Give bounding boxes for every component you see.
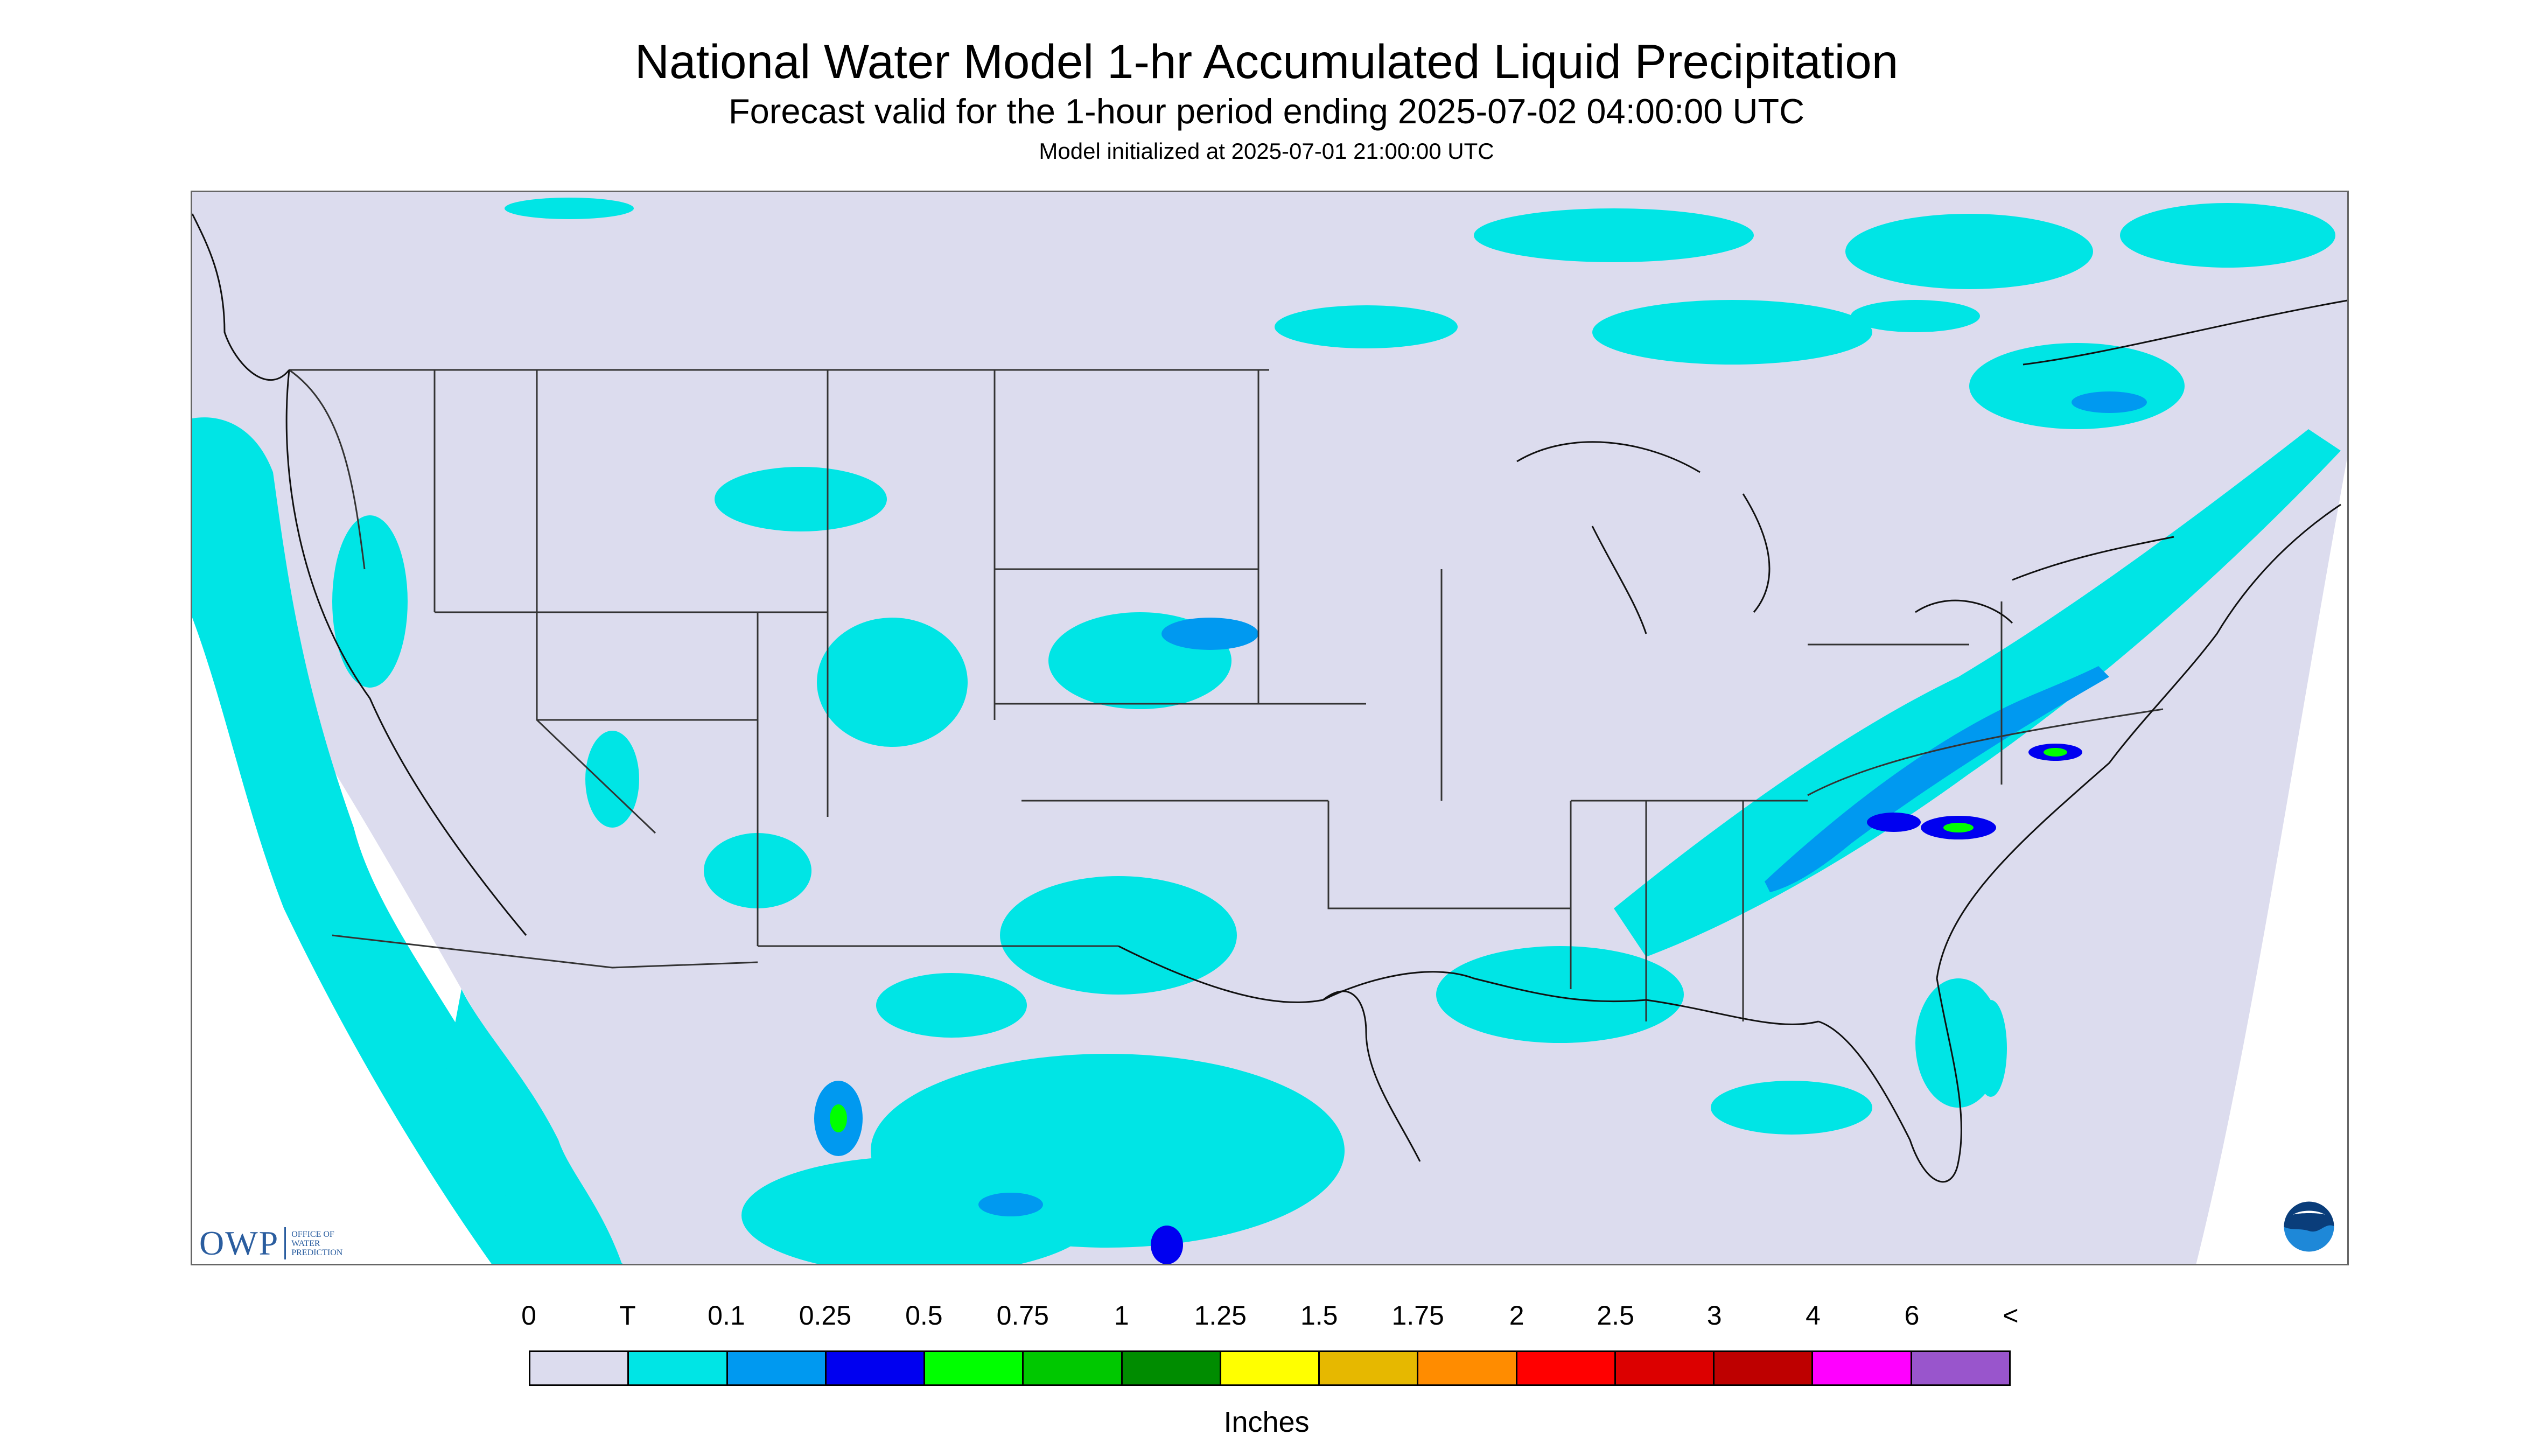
precipitation-legend-bar [529,1350,2011,1386]
mexico-heavy-cell [978,1193,1043,1216]
owp-separator [284,1227,286,1259]
gulf-precip-area [1711,1081,1872,1135]
legend-tick-label: 2 [1509,1300,1524,1331]
precipitation-map-canvas [192,192,2347,1264]
legend-tick-label: 0.1 [708,1300,745,1331]
legend-swatch [1517,1352,1616,1384]
legend-tick-label: 1.25 [1194,1300,1247,1331]
precip-cell [1000,876,1237,995]
pacific-precip-area [192,417,623,1264]
noaa-logo [2282,1200,2336,1256]
canada-precip-cell [2120,203,2335,268]
legend-tick-label: 0 [521,1300,536,1331]
state-borders [289,369,2164,1021]
legend-tick-label: 0.25 [799,1300,852,1331]
frontal-heavy-cell [1867,813,1921,832]
legend-tick-label: 4 [1806,1300,1821,1331]
legend-swatch [1418,1352,1517,1384]
precip-cell [817,618,968,747]
canada-precip-cell [2072,391,2147,413]
model-domain [192,192,2347,1264]
baja-precip-area [445,989,622,1264]
legend-swatch [1320,1352,1419,1384]
frontal-heavy-cell [2044,748,2067,757]
gulf-precip-area [1436,946,1684,1043]
precip-cell [332,515,408,688]
frontal-precip-band [1614,429,2341,957]
precip-cell [1161,618,1258,650]
legend-swatch [1912,1352,2009,1384]
legend-swatch [925,1352,1024,1384]
legend-swatch [1715,1352,1814,1384]
legend-tick-label: < [2003,1300,2019,1331]
precipitation-map [191,191,2349,1265]
legend-tick-label: 0.75 [996,1300,1049,1331]
legend-tick-label: 2.5 [1597,1300,1634,1331]
owp-text-line: Water [291,1238,320,1248]
legend-swatch [629,1352,728,1384]
mexico-heavy-cell [1151,1226,1183,1264]
owp-text: Office of Water Prediction [291,1230,342,1257]
canada-precip-cell [1592,300,1872,365]
legend-tick-label: 6 [1904,1300,1920,1331]
legend-tick-label: T [619,1300,636,1331]
owp-letters: OWP [199,1224,279,1262]
model-init-text: Model initialized at 2025-07-01 21:00:00… [1039,138,1494,164]
canada-precip-cell [1845,214,2093,289]
forecast-valid-subtitle: Forecast valid for the 1-hour period end… [728,92,1805,131]
canada-precip-cell [1275,305,1458,348]
legend-swatch [1221,1352,1320,1384]
legend-tick-label: 1 [1114,1300,1129,1331]
legend-swatch [1615,1352,1715,1384]
precip-cell [876,973,1027,1038]
owp-text-line: Office of [291,1229,334,1239]
legend-swatch [727,1352,827,1384]
owp-text-line: Prediction [291,1248,343,1257]
legend-swatch [1122,1352,1221,1384]
canada-precip-cell [1474,208,1754,262]
map-title: National Water Model 1-hr Accumulated Li… [634,34,1899,88]
mexico-precip-area [741,1156,1097,1264]
precip-cell [715,467,887,531]
legend-units: Inches [1223,1406,1310,1438]
precip-cell [585,731,639,828]
legend-swatch [826,1352,926,1384]
legend-swatch [530,1352,629,1384]
mexico-heavy-cell [830,1104,847,1132]
frontal-heavy-cell [1943,823,1974,832]
legend-swatch [1813,1352,1912,1384]
coastlines [192,213,2347,1183]
canada-precip-cell [1851,300,1980,332]
gulf-precip-area [1975,1000,2007,1097]
legend-tick-label: 3 [1706,1300,1722,1331]
legend-tick-label: 1.75 [1391,1300,1444,1331]
legend-tick-label: 1.5 [1300,1300,1338,1331]
frontal-precip-core [1765,666,2109,892]
noaa-logo-icon [2282,1200,2336,1254]
owp-logo: OWP Office of Water Prediction [199,1223,342,1263]
legend-swatch [1024,1352,1123,1384]
legend-tick-label: 0.5 [905,1300,943,1331]
canada-precip-cell [505,198,634,219]
